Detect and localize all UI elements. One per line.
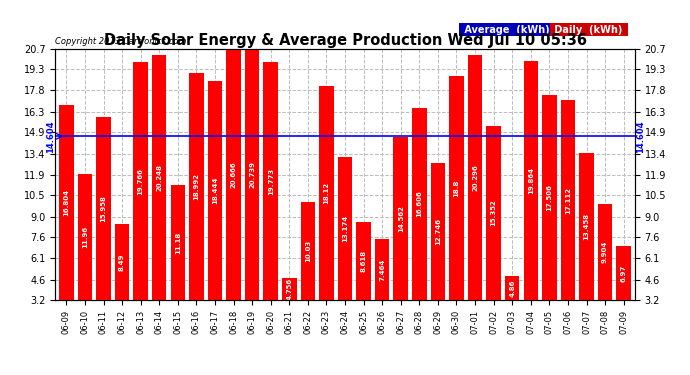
- Text: 16.606: 16.606: [416, 190, 422, 217]
- Text: Daily  (kWh): Daily (kWh): [551, 25, 626, 35]
- Text: 4.756: 4.756: [286, 278, 293, 300]
- Bar: [356, 222, 371, 300]
- Text: 18.992: 18.992: [193, 173, 199, 200]
- Text: 12.746: 12.746: [435, 218, 441, 245]
- Bar: [115, 224, 129, 300]
- Bar: [245, 48, 259, 300]
- Text: 20.739: 20.739: [249, 160, 255, 188]
- Bar: [208, 81, 222, 300]
- Bar: [189, 73, 204, 300]
- Bar: [152, 55, 166, 300]
- Bar: [319, 86, 334, 300]
- Bar: [431, 163, 445, 300]
- Text: 19.864: 19.864: [528, 167, 534, 194]
- Bar: [561, 100, 575, 300]
- Text: 8.618: 8.618: [361, 250, 366, 272]
- Bar: [226, 49, 241, 300]
- Bar: [170, 185, 185, 300]
- Text: 10.03: 10.03: [305, 240, 311, 262]
- Bar: [580, 153, 593, 300]
- Bar: [282, 278, 297, 300]
- Text: Copyright 2013 Cartronics.com: Copyright 2013 Cartronics.com: [55, 37, 186, 46]
- Text: 9.904: 9.904: [602, 241, 608, 263]
- Text: 15.352: 15.352: [491, 200, 497, 226]
- Text: 16.804: 16.804: [63, 189, 70, 216]
- Bar: [524, 61, 538, 300]
- Bar: [301, 202, 315, 300]
- Text: 17.112: 17.112: [565, 187, 571, 214]
- Bar: [338, 157, 353, 300]
- Bar: [133, 62, 148, 300]
- Text: 13.174: 13.174: [342, 215, 348, 242]
- Bar: [449, 76, 464, 300]
- Text: 8.49: 8.49: [119, 253, 125, 271]
- Title: Daily Solar Energy & Average Production Wed Jul 10 05:36: Daily Solar Energy & Average Production …: [104, 33, 586, 48]
- Text: 20.248: 20.248: [156, 164, 162, 191]
- Bar: [486, 126, 501, 300]
- Text: 11.96: 11.96: [82, 226, 88, 248]
- Text: 14.604: 14.604: [46, 120, 55, 153]
- Text: 15.958: 15.958: [101, 195, 106, 222]
- Bar: [616, 246, 631, 300]
- Text: 4.86: 4.86: [509, 279, 515, 297]
- Bar: [97, 117, 110, 300]
- Bar: [393, 137, 408, 300]
- Text: 14.604: 14.604: [636, 120, 645, 153]
- Bar: [412, 108, 426, 300]
- Text: 13.458: 13.458: [584, 213, 589, 240]
- Text: 17.506: 17.506: [546, 184, 553, 211]
- Text: 11.18: 11.18: [175, 232, 181, 254]
- Bar: [78, 174, 92, 300]
- Text: 19.773: 19.773: [268, 168, 274, 195]
- Bar: [505, 276, 520, 300]
- Text: 7.464: 7.464: [379, 258, 385, 280]
- Bar: [598, 204, 612, 300]
- Text: 19.766: 19.766: [137, 168, 144, 195]
- Text: 6.97: 6.97: [620, 264, 627, 282]
- Bar: [264, 62, 278, 300]
- Bar: [542, 94, 557, 300]
- Text: 18.8: 18.8: [453, 179, 460, 197]
- Text: 20.666: 20.666: [230, 161, 237, 188]
- Text: 18.444: 18.444: [212, 177, 218, 204]
- Text: 20.296: 20.296: [472, 164, 478, 190]
- Bar: [375, 239, 389, 300]
- Bar: [59, 105, 74, 300]
- Bar: [468, 54, 482, 300]
- Text: 14.562: 14.562: [397, 205, 404, 232]
- Text: 18.12: 18.12: [324, 182, 329, 204]
- Text: Average  (kWh): Average (kWh): [461, 25, 553, 35]
